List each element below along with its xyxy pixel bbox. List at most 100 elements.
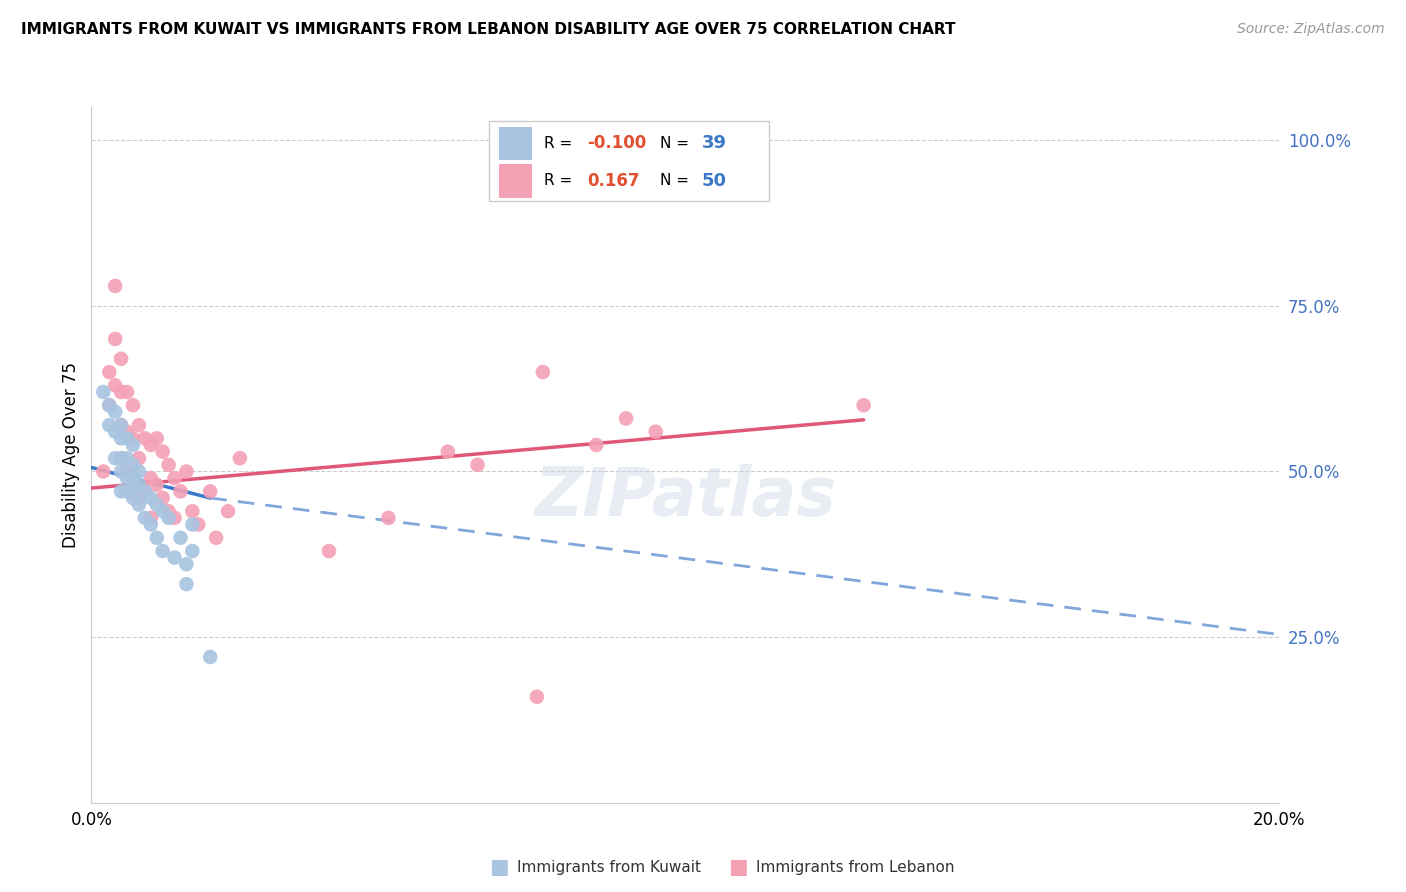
Text: 0.167: 0.167	[586, 172, 640, 190]
Point	[205, 531, 228, 545]
Y-axis label: Disability Age Over 75: Disability Age Over 75	[62, 362, 80, 548]
Point	[152, 544, 174, 558]
Point	[110, 431, 132, 445]
Point	[152, 491, 174, 505]
Point	[115, 384, 138, 399]
Point	[115, 425, 138, 439]
Point	[104, 451, 127, 466]
Point	[139, 491, 162, 505]
Point	[128, 491, 150, 505]
Point	[145, 531, 167, 545]
Text: ZIPatlas: ZIPatlas	[534, 464, 837, 530]
Point	[163, 550, 186, 565]
Point	[122, 471, 145, 485]
Point	[104, 425, 127, 439]
Point	[152, 504, 174, 518]
Point	[122, 471, 145, 485]
Point	[157, 511, 180, 525]
Point	[139, 517, 162, 532]
Point	[115, 431, 138, 445]
Point	[585, 438, 607, 452]
Point	[152, 444, 174, 458]
Point	[145, 477, 167, 491]
Point	[128, 465, 150, 479]
Text: 39: 39	[702, 135, 727, 153]
Point	[110, 451, 132, 466]
Point	[436, 444, 458, 458]
Point	[98, 398, 121, 412]
Point	[318, 544, 340, 558]
Point	[110, 465, 132, 479]
Text: ■: ■	[489, 857, 509, 877]
Point	[139, 471, 162, 485]
Point	[134, 511, 156, 525]
Point	[98, 418, 121, 433]
Point	[104, 279, 127, 293]
Point	[526, 690, 548, 704]
Text: Immigrants from Kuwait: Immigrants from Kuwait	[517, 860, 702, 874]
Point	[98, 398, 121, 412]
Point	[104, 378, 127, 392]
Point	[181, 517, 204, 532]
Point	[134, 431, 156, 445]
Point	[122, 398, 145, 412]
Point	[139, 438, 162, 452]
Point	[163, 511, 186, 525]
Point	[644, 425, 666, 439]
Point	[531, 365, 554, 379]
Bar	[499, 127, 531, 160]
Text: Source: ZipAtlas.com: Source: ZipAtlas.com	[1237, 22, 1385, 37]
Point	[614, 411, 637, 425]
Point	[139, 511, 162, 525]
Point	[187, 517, 209, 532]
Point	[128, 498, 150, 512]
Point	[176, 465, 198, 479]
Text: -0.100: -0.100	[586, 135, 647, 153]
Point	[128, 451, 150, 466]
Point	[157, 458, 180, 472]
Point	[157, 504, 180, 518]
Point	[110, 384, 132, 399]
Text: 50: 50	[702, 172, 727, 190]
Point	[200, 484, 222, 499]
Point	[200, 650, 222, 665]
Point	[217, 504, 239, 518]
Point	[122, 458, 145, 472]
Point	[122, 431, 145, 445]
Text: Immigrants from Lebanon: Immigrants from Lebanon	[756, 860, 955, 874]
Text: N =: N =	[661, 136, 695, 151]
Point	[169, 484, 191, 499]
Point	[110, 484, 132, 499]
Point	[122, 477, 145, 491]
Point	[122, 438, 145, 452]
Text: IMMIGRANTS FROM KUWAIT VS IMMIGRANTS FROM LEBANON DISABILITY AGE OVER 75 CORRELA: IMMIGRANTS FROM KUWAIT VS IMMIGRANTS FRO…	[21, 22, 956, 37]
Point	[98, 365, 121, 379]
Point	[229, 451, 252, 466]
Bar	[499, 164, 531, 198]
Text: N =: N =	[661, 173, 695, 188]
Point	[134, 484, 156, 499]
Point	[134, 484, 156, 499]
Point	[377, 511, 399, 525]
Point	[852, 398, 875, 412]
Point	[145, 431, 167, 445]
Point	[176, 577, 198, 591]
Text: R =: R =	[544, 173, 578, 188]
Point	[122, 491, 145, 505]
Point	[91, 465, 114, 479]
Point	[163, 471, 186, 485]
Point	[104, 332, 127, 346]
Point	[115, 465, 138, 479]
Point	[110, 418, 132, 433]
Point	[110, 418, 132, 433]
Point	[104, 405, 127, 419]
Point	[115, 451, 138, 466]
Point	[467, 458, 489, 472]
Point	[110, 451, 132, 466]
Point	[181, 544, 204, 558]
Point	[110, 351, 132, 366]
Point	[115, 471, 138, 485]
Point	[128, 418, 150, 433]
Point	[145, 498, 167, 512]
Point	[176, 558, 198, 572]
